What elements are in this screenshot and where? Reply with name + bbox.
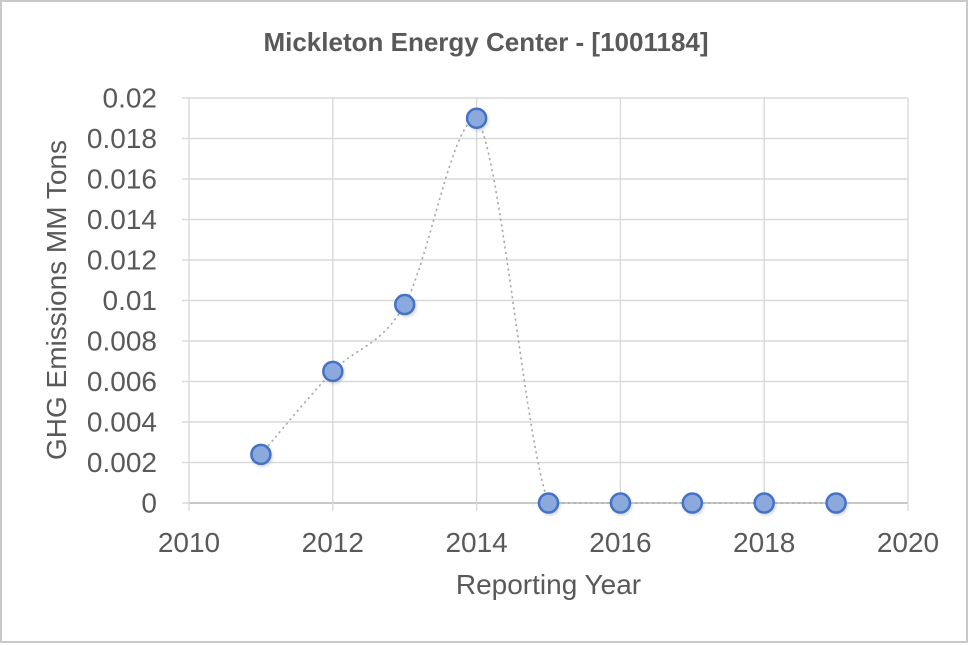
data-point-marker[interactable] xyxy=(681,492,704,514)
data-point-marker[interactable] xyxy=(753,492,775,514)
x-axis-title: Reporting Year xyxy=(455,569,642,600)
x-tick-label: 2010 xyxy=(158,527,220,558)
data-point-marker[interactable] xyxy=(825,492,847,514)
x-tick-label: 2012 xyxy=(302,527,364,558)
data-point-marker[interactable] xyxy=(609,492,632,514)
y-tick-label: 0.016 xyxy=(87,164,157,195)
chart-title: Mickleton Energy Center - [1001184] xyxy=(263,27,709,57)
y-tick-label: 0.01 xyxy=(103,285,158,316)
y-tick-label: 0 xyxy=(141,488,157,519)
series-line xyxy=(260,117,837,504)
y-tick-label: 0.014 xyxy=(87,204,157,235)
data-point-marker[interactable] xyxy=(322,360,344,383)
y-tick-label: 0.02 xyxy=(103,83,158,114)
y-tick-label: 0.006 xyxy=(87,366,157,397)
data-point-marker[interactable] xyxy=(465,107,488,129)
y-tick-label: 0.004 xyxy=(87,407,157,438)
y-tick-label: 0.018 xyxy=(87,123,157,154)
x-tick-label: 2018 xyxy=(733,527,795,558)
y-tick-label: 0.002 xyxy=(87,447,157,478)
data-point-marker[interactable] xyxy=(537,492,560,514)
y-tick-label: 0.012 xyxy=(87,245,157,276)
y-tick-label: 0.008 xyxy=(87,326,157,357)
x-tick-label: 2020 xyxy=(877,527,939,558)
x-tick-label: 2014 xyxy=(445,527,507,558)
data-point-marker[interactable] xyxy=(250,443,272,466)
x-tick-label: 2016 xyxy=(589,527,651,558)
data-point-marker[interactable] xyxy=(393,293,416,316)
